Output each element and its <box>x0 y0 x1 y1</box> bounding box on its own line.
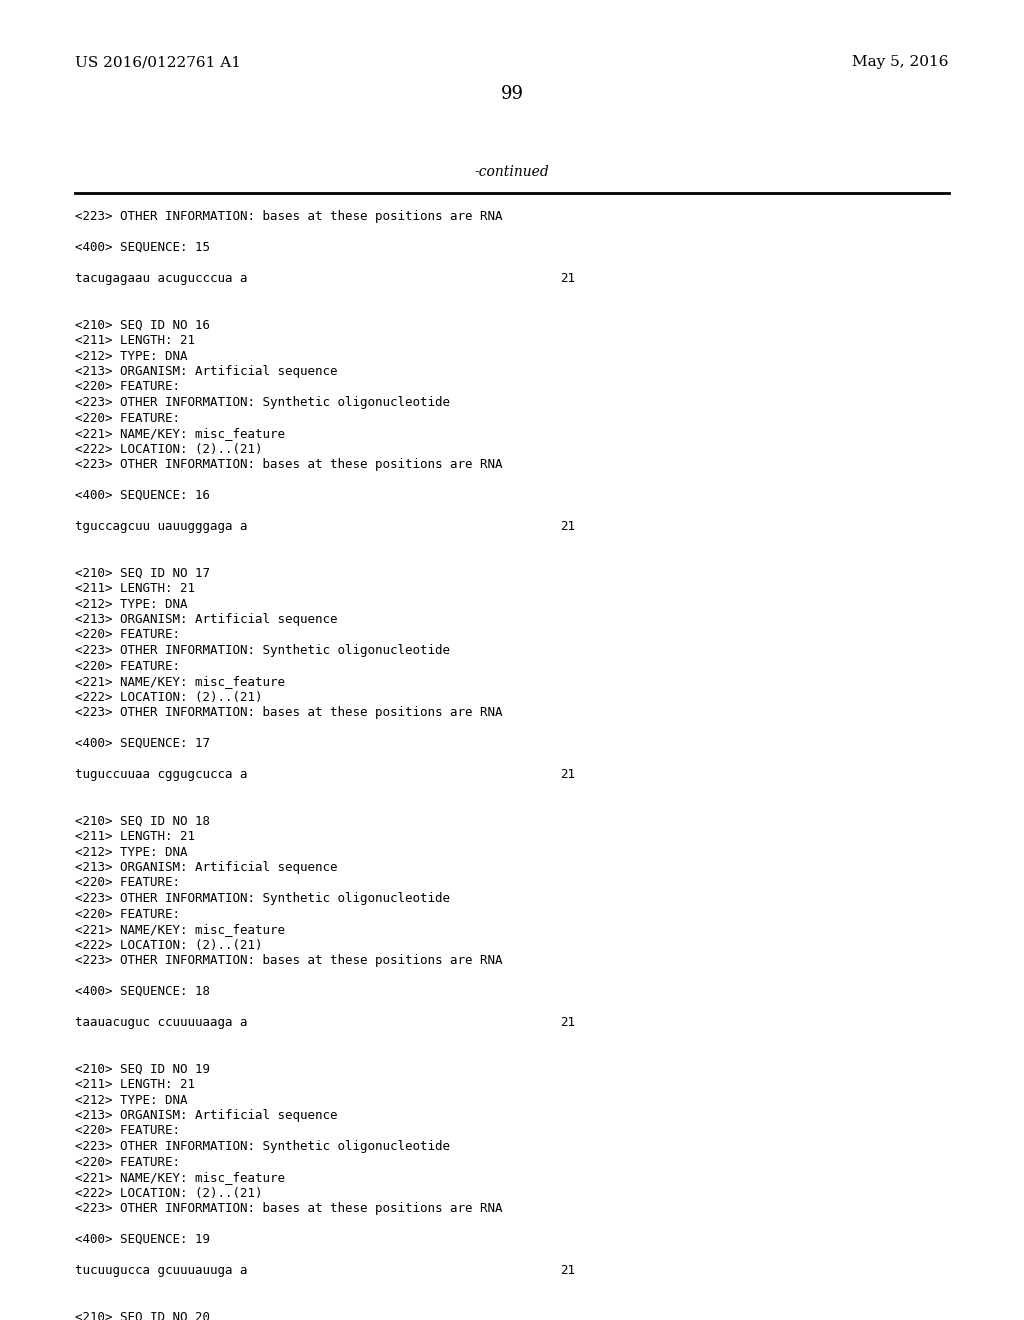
Text: <223> OTHER INFORMATION: bases at these positions are RNA: <223> OTHER INFORMATION: bases at these … <box>75 954 503 968</box>
Text: 21: 21 <box>560 768 575 781</box>
Text: <210> SEQ ID NO 20: <210> SEQ ID NO 20 <box>75 1311 210 1320</box>
Text: <400> SEQUENCE: 19: <400> SEQUENCE: 19 <box>75 1233 210 1246</box>
Text: <220> FEATURE:: <220> FEATURE: <box>75 908 180 920</box>
Text: 99: 99 <box>501 84 523 103</box>
Text: <222> LOCATION: (2)..(21): <222> LOCATION: (2)..(21) <box>75 939 262 952</box>
Text: <212> TYPE: DNA: <212> TYPE: DNA <box>75 1093 187 1106</box>
Text: <223> OTHER INFORMATION: bases at these positions are RNA: <223> OTHER INFORMATION: bases at these … <box>75 706 503 719</box>
Text: <212> TYPE: DNA: <212> TYPE: DNA <box>75 598 187 610</box>
Text: <221> NAME/KEY: misc_feature: <221> NAME/KEY: misc_feature <box>75 426 285 440</box>
Text: <211> LENGTH: 21: <211> LENGTH: 21 <box>75 830 195 843</box>
Text: <400> SEQUENCE: 17: <400> SEQUENCE: 17 <box>75 737 210 750</box>
Text: <221> NAME/KEY: misc_feature: <221> NAME/KEY: misc_feature <box>75 923 285 936</box>
Text: <223> OTHER INFORMATION: Synthetic oligonucleotide: <223> OTHER INFORMATION: Synthetic oligo… <box>75 892 450 906</box>
Text: <213> ORGANISM: Artificial sequence: <213> ORGANISM: Artificial sequence <box>75 1109 338 1122</box>
Text: <220> FEATURE:: <220> FEATURE: <box>75 876 180 890</box>
Text: <211> LENGTH: 21: <211> LENGTH: 21 <box>75 1078 195 1092</box>
Text: <220> FEATURE:: <220> FEATURE: <box>75 1125 180 1138</box>
Text: tucuugucca gcuuuauuga a: tucuugucca gcuuuauuga a <box>75 1265 248 1276</box>
Text: 21: 21 <box>560 520 575 533</box>
Text: <210> SEQ ID NO 18: <210> SEQ ID NO 18 <box>75 814 210 828</box>
Text: <223> OTHER INFORMATION: bases at these positions are RNA: <223> OTHER INFORMATION: bases at these … <box>75 1203 503 1214</box>
Text: <220> FEATURE:: <220> FEATURE: <box>75 660 180 672</box>
Text: <213> ORGANISM: Artificial sequence: <213> ORGANISM: Artificial sequence <box>75 366 338 378</box>
Text: <223> OTHER INFORMATION: Synthetic oligonucleotide: <223> OTHER INFORMATION: Synthetic oligo… <box>75 396 450 409</box>
Text: 21: 21 <box>560 272 575 285</box>
Text: <212> TYPE: DNA: <212> TYPE: DNA <box>75 846 187 858</box>
Text: tacugagaau acugucccua a: tacugagaau acugucccua a <box>75 272 248 285</box>
Text: <213> ORGANISM: Artificial sequence: <213> ORGANISM: Artificial sequence <box>75 612 338 626</box>
Text: <220> FEATURE:: <220> FEATURE: <box>75 628 180 642</box>
Text: 21: 21 <box>560 1016 575 1030</box>
Text: -continued: -continued <box>475 165 549 180</box>
Text: <213> ORGANISM: Artificial sequence: <213> ORGANISM: Artificial sequence <box>75 861 338 874</box>
Text: <210> SEQ ID NO 16: <210> SEQ ID NO 16 <box>75 318 210 331</box>
Text: <223> OTHER INFORMATION: bases at these positions are RNA: <223> OTHER INFORMATION: bases at these … <box>75 210 503 223</box>
Text: <223> OTHER INFORMATION: bases at these positions are RNA: <223> OTHER INFORMATION: bases at these … <box>75 458 503 471</box>
Text: <220> FEATURE:: <220> FEATURE: <box>75 380 180 393</box>
Text: <210> SEQ ID NO 17: <210> SEQ ID NO 17 <box>75 566 210 579</box>
Text: 21: 21 <box>560 1265 575 1276</box>
Text: <211> LENGTH: 21: <211> LENGTH: 21 <box>75 334 195 347</box>
Text: <220> FEATURE:: <220> FEATURE: <box>75 412 180 425</box>
Text: <400> SEQUENCE: 18: <400> SEQUENCE: 18 <box>75 985 210 998</box>
Text: May 5, 2016: May 5, 2016 <box>853 55 949 69</box>
Text: <211> LENGTH: 21: <211> LENGTH: 21 <box>75 582 195 595</box>
Text: <222> LOCATION: (2)..(21): <222> LOCATION: (2)..(21) <box>75 690 262 704</box>
Text: US 2016/0122761 A1: US 2016/0122761 A1 <box>75 55 241 69</box>
Text: <223> OTHER INFORMATION: Synthetic oligonucleotide: <223> OTHER INFORMATION: Synthetic oligo… <box>75 1140 450 1152</box>
Text: <222> LOCATION: (2)..(21): <222> LOCATION: (2)..(21) <box>75 1187 262 1200</box>
Text: <400> SEQUENCE: 16: <400> SEQUENCE: 16 <box>75 488 210 502</box>
Text: <221> NAME/KEY: misc_feature: <221> NAME/KEY: misc_feature <box>75 1171 285 1184</box>
Text: <220> FEATURE:: <220> FEATURE: <box>75 1155 180 1168</box>
Text: <223> OTHER INFORMATION: Synthetic oligonucleotide: <223> OTHER INFORMATION: Synthetic oligo… <box>75 644 450 657</box>
Text: tguccagcuu uauugggaga a: tguccagcuu uauugggaga a <box>75 520 248 533</box>
Text: <212> TYPE: DNA: <212> TYPE: DNA <box>75 350 187 363</box>
Text: <222> LOCATION: (2)..(21): <222> LOCATION: (2)..(21) <box>75 442 262 455</box>
Text: <210> SEQ ID NO 19: <210> SEQ ID NO 19 <box>75 1063 210 1076</box>
Text: taauacuguc ccuuuuaaga a: taauacuguc ccuuuuaaga a <box>75 1016 248 1030</box>
Text: <400> SEQUENCE: 15: <400> SEQUENCE: 15 <box>75 242 210 253</box>
Text: <221> NAME/KEY: misc_feature: <221> NAME/KEY: misc_feature <box>75 675 285 688</box>
Text: tuguccuuaa cggugcucca a: tuguccuuaa cggugcucca a <box>75 768 248 781</box>
